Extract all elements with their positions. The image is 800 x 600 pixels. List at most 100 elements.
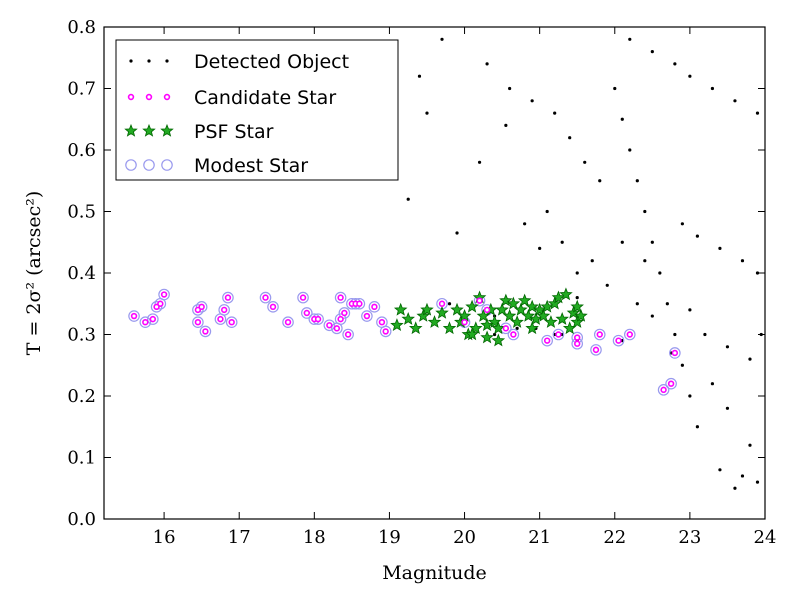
psf-star-point bbox=[551, 290, 566, 304]
detected-object-point bbox=[598, 179, 602, 183]
psf-star-point bbox=[393, 302, 408, 316]
detected-object-point bbox=[710, 382, 715, 386]
candidate-star-point bbox=[149, 315, 157, 323]
candidate-star-point bbox=[592, 346, 600, 354]
detected-object-point bbox=[680, 222, 684, 226]
psf-star-point bbox=[502, 308, 517, 322]
detected-object-point bbox=[695, 234, 699, 238]
candidate-star-point bbox=[262, 294, 269, 301]
candidate-star-point bbox=[574, 334, 581, 341]
modest-star-point bbox=[612, 334, 625, 347]
modest-star-point bbox=[158, 288, 170, 301]
detected-object-point bbox=[545, 209, 549, 214]
legend-marker bbox=[142, 123, 156, 137]
psf-star-point bbox=[555, 312, 569, 325]
detected-object-point bbox=[553, 111, 557, 115]
candidate-star-point bbox=[303, 309, 311, 317]
psf-star-point bbox=[465, 327, 479, 341]
detected-object-point bbox=[755, 480, 760, 484]
detected-object-point bbox=[620, 117, 624, 121]
detected-object-point bbox=[575, 271, 579, 275]
candidate-star-point bbox=[667, 380, 675, 387]
candidate-star-point bbox=[142, 319, 149, 326]
candidate-star-point bbox=[341, 309, 348, 317]
detected-object-point bbox=[748, 443, 752, 447]
legend-marker bbox=[160, 123, 174, 137]
candidate-star-point bbox=[461, 319, 468, 326]
x-tick-label: 19 bbox=[378, 527, 401, 548]
psf-star-point bbox=[540, 299, 554, 313]
candidate-star-point bbox=[574, 340, 581, 347]
detected-object-point bbox=[538, 246, 542, 250]
psf-star-point bbox=[491, 333, 506, 347]
legend-marker bbox=[143, 159, 155, 171]
detected-object-point bbox=[530, 99, 534, 103]
detected-object-point bbox=[643, 259, 647, 263]
detected-object-point bbox=[568, 136, 572, 140]
x-tick-label: 24 bbox=[754, 527, 777, 548]
y-tick-label: 0.1 bbox=[67, 448, 96, 469]
candidate-star-point bbox=[220, 306, 228, 314]
modest-star-point bbox=[507, 328, 520, 341]
psf-star-point bbox=[408, 321, 423, 335]
candidate-star-point bbox=[502, 325, 510, 332]
psf-star-point bbox=[521, 308, 536, 322]
detected-object-point bbox=[688, 74, 692, 78]
candidate-star-point bbox=[299, 294, 307, 301]
psf-star-point bbox=[506, 296, 521, 310]
psf-star-point bbox=[574, 308, 588, 322]
psf-star-point bbox=[544, 315, 558, 328]
detected-object-point bbox=[673, 332, 677, 337]
candidate-star-point bbox=[202, 328, 209, 335]
y-tick-label: 0.5 bbox=[67, 202, 96, 223]
x-tick-label: 22 bbox=[603, 527, 626, 548]
detected-object-point bbox=[733, 99, 737, 103]
modest-star-point bbox=[225, 316, 238, 328]
detected-object-point bbox=[417, 74, 422, 78]
modest-star-point bbox=[199, 325, 212, 338]
axes: 16 17 18 19 20 21 22 23 24 0.0 0.1 0.2 0.3 0.4 0.5 0.6 0… bbox=[67, 17, 776, 548]
y-axis-label: T = 2σ² (arcsec²) bbox=[23, 191, 45, 356]
psf-star-point bbox=[465, 299, 479, 313]
detected-object-point bbox=[583, 160, 587, 164]
psf-star-point bbox=[495, 302, 509, 316]
psf-star-point bbox=[420, 302, 434, 316]
modest-star-point bbox=[192, 304, 204, 316]
psf-star-point bbox=[457, 308, 472, 322]
legend-marker bbox=[161, 159, 173, 171]
y-tick-label: 0.7 bbox=[67, 79, 96, 100]
psf-star-point bbox=[469, 321, 483, 335]
candidate-star-point bbox=[130, 312, 138, 320]
psf-star-point bbox=[529, 312, 543, 325]
psf-star-point bbox=[525, 299, 539, 313]
detected-object-point bbox=[673, 62, 677, 66]
candidate-star-point bbox=[660, 386, 667, 394]
x-tick-label: 21 bbox=[528, 527, 551, 548]
modest-star-point bbox=[593, 328, 606, 341]
y-tick-label: 0.2 bbox=[67, 386, 96, 407]
psf-star-point bbox=[390, 318, 404, 332]
detected-object-point bbox=[523, 222, 527, 226]
y-tick-label: 0.8 bbox=[67, 17, 96, 38]
detected-object-point bbox=[515, 326, 519, 330]
modest-star-point bbox=[218, 304, 230, 316]
modest-star-point bbox=[147, 313, 159, 325]
y-tick-label: 0.4 bbox=[67, 263, 96, 284]
legend-label: Candidate Star bbox=[194, 87, 336, 109]
detected-object-point bbox=[590, 259, 594, 263]
detected-object-point bbox=[650, 50, 654, 54]
y-tick-label: 0.3 bbox=[67, 325, 96, 346]
modest-star-point bbox=[334, 291, 347, 304]
legend-marker bbox=[129, 59, 133, 63]
detected-object-point bbox=[658, 271, 662, 275]
modest-star-point bbox=[665, 377, 677, 390]
psf-star-point bbox=[401, 312, 415, 325]
x-tick-label: 16 bbox=[153, 527, 176, 548]
modest-star-point bbox=[222, 291, 234, 304]
candidate-star-point bbox=[596, 331, 603, 338]
candidate-star-point bbox=[615, 337, 622, 344]
modest-star-point bbox=[139, 316, 152, 328]
modest-star-point bbox=[623, 328, 636, 341]
modest-star-point bbox=[282, 316, 294, 328]
modest-star-point bbox=[541, 334, 553, 347]
